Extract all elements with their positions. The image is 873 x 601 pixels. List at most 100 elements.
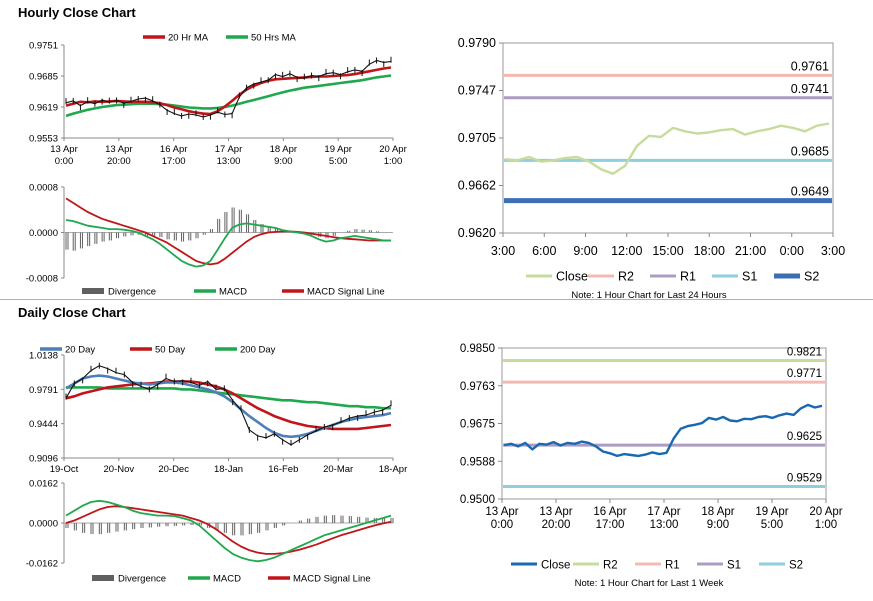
x-tick-label: 5:00 xyxy=(329,156,348,167)
x-tick-label: 9:00 xyxy=(707,519,729,531)
x-tick-label: 16-Feb xyxy=(268,464,298,475)
daily-section-title: Daily Close Chart xyxy=(18,305,126,320)
legend-50hrs-ma-label: 50 Hrs MA xyxy=(251,33,297,44)
x-tick-label: 20-Dec xyxy=(158,464,189,475)
level-label-r1: 0.9741 xyxy=(791,82,829,96)
level-label-r2: 0.9761 xyxy=(791,59,829,73)
y-tick-label: 0.9850 xyxy=(460,343,495,355)
legend-divergence-daily-swatch xyxy=(92,575,114,581)
x-tick-label: 12:00 xyxy=(611,244,642,258)
y-tick-label: 0.9705 xyxy=(458,131,496,145)
y-tick-label: 0.9662 xyxy=(458,179,496,193)
y-tick-label: 0.9588 xyxy=(460,456,495,468)
y-tick-label: 0.9763 xyxy=(460,381,495,393)
ma-line-50-day xyxy=(65,380,392,431)
y-tick-label: 0.0000 xyxy=(29,519,58,530)
x-tick-label: 0:00 xyxy=(491,519,513,531)
x-tick-label: 18 Apr xyxy=(701,506,734,518)
chart-note: Note: 1 Hour Chart for Last 24 Hours xyxy=(571,290,726,301)
legend-label-close: Close xyxy=(556,270,588,284)
x-tick-label: 1:00 xyxy=(384,156,403,167)
legend-divergence-swatch xyxy=(82,288,104,294)
legend-label-s1: S1 xyxy=(742,270,757,284)
y-tick-label: -0.0162 xyxy=(26,559,58,570)
x-tick-label: 17 Apr xyxy=(647,506,680,518)
legend-label-r2: R2 xyxy=(603,560,618,572)
legend-label-r1: R1 xyxy=(680,270,696,284)
y-tick-label: 0.9747 xyxy=(458,84,496,98)
y-tick-label: 0.0008 xyxy=(29,183,58,194)
legend-20hr-ma-label: 20 Hr MA xyxy=(168,33,209,44)
x-tick-label: 18:00 xyxy=(694,244,725,258)
x-tick-label: 13 Apr xyxy=(105,144,132,155)
legend-label-s2: S2 xyxy=(804,270,819,284)
x-tick-label: 20 Apr xyxy=(809,506,842,518)
legend-signal-daily-label: MACD Signal Line xyxy=(293,574,371,585)
x-tick-label: 18 Apr xyxy=(270,144,297,155)
x-tick-label: 13 Apr xyxy=(485,506,518,518)
x-tick-label: 20-Nov xyxy=(104,464,135,475)
plot-frame xyxy=(502,42,834,234)
x-tick-label: 19 Apr xyxy=(755,506,788,518)
macd-line xyxy=(65,219,391,268)
x-tick-label: 17 Apr xyxy=(215,144,242,155)
hourly-macd-panel: 0.0008 0.0000 -0.0008 xyxy=(26,183,393,285)
y-tick-label: 0.9791 xyxy=(29,385,58,396)
x-tick-label: 15:00 xyxy=(652,244,683,258)
legend-divergence-label: Divergence xyxy=(108,287,156,298)
level-label-s2: 0.9529 xyxy=(787,472,822,484)
x-tick-label: 20:00 xyxy=(107,156,131,167)
x-tick-label: 9:00 xyxy=(274,156,293,167)
x-tick-label: 0:00 xyxy=(55,156,74,167)
y-tick-label: 0.9500 xyxy=(460,494,495,506)
y-tick-label: 0.9096 xyxy=(29,454,58,465)
x-tick-label: 5:00 xyxy=(761,519,783,531)
legend-label-s1: S1 xyxy=(727,560,741,572)
level-label-r2: 0.9821 xyxy=(787,347,822,359)
legend-200-day-label: 200 Day xyxy=(240,345,276,356)
level-label-s1: 0.9685 xyxy=(791,144,829,158)
y-tick-label: 0.9790 xyxy=(458,36,496,50)
x-tick-label: 13 Apr xyxy=(50,144,77,155)
level-label-s2: 0.9649 xyxy=(791,185,829,199)
close-line xyxy=(503,403,823,458)
y-tick-label: 0.9444 xyxy=(29,419,58,430)
legend-macd-label: MACD xyxy=(219,287,247,298)
x-tick-label: 1:00 xyxy=(815,519,837,531)
x-tick-label: 20:00 xyxy=(542,519,571,531)
x-tick-label: 17:00 xyxy=(162,156,186,167)
y-tick-label: 0.9553 xyxy=(29,134,58,145)
daily-macd-panel: 0.0162 0.0000 -0.0162 xyxy=(26,479,394,570)
y-tick-label: 0.9619 xyxy=(29,103,58,114)
x-tick-label: 16 Apr xyxy=(593,506,626,518)
x-tick-label: 3:00 xyxy=(491,244,515,258)
x-tick-label: 0:00 xyxy=(780,244,804,258)
level-label-r1: 0.9771 xyxy=(787,368,822,380)
x-tick-label: 18-Jan xyxy=(214,464,243,475)
ma-line-20-hr-ma xyxy=(65,66,392,116)
x-tick-label: 21:00 xyxy=(735,244,766,258)
price-line xyxy=(65,365,392,446)
close-line xyxy=(504,122,830,176)
x-tick-label: 13 Apr xyxy=(539,506,572,518)
x-tick-label: 6:00 xyxy=(532,244,556,258)
hourly-levels-panel: 0.9790 0.9747 0.9705 0.9662 0.9620 3:00 6:00 9:… xyxy=(458,36,845,258)
ma-line-50-hrs-ma xyxy=(65,74,392,118)
x-tick-label: 19 Apr xyxy=(324,144,351,155)
y-tick-label: 0.9751 xyxy=(29,41,58,52)
legend-50-day-label: 50 Day xyxy=(155,345,185,356)
legend-label-r2: R2 xyxy=(618,270,634,284)
x-tick-label: 13:00 xyxy=(217,156,241,167)
x-tick-label: 16 Apr xyxy=(160,144,187,155)
plot-frame xyxy=(501,347,827,500)
section-divider xyxy=(0,299,873,300)
x-tick-label: 17:00 xyxy=(596,519,625,531)
legend-label-close: Close xyxy=(541,560,570,572)
y-tick-label: 0.9685 xyxy=(29,72,58,83)
x-tick-label: 18-Apr xyxy=(379,464,408,475)
price-line xyxy=(65,59,392,118)
signal-line xyxy=(65,197,391,266)
